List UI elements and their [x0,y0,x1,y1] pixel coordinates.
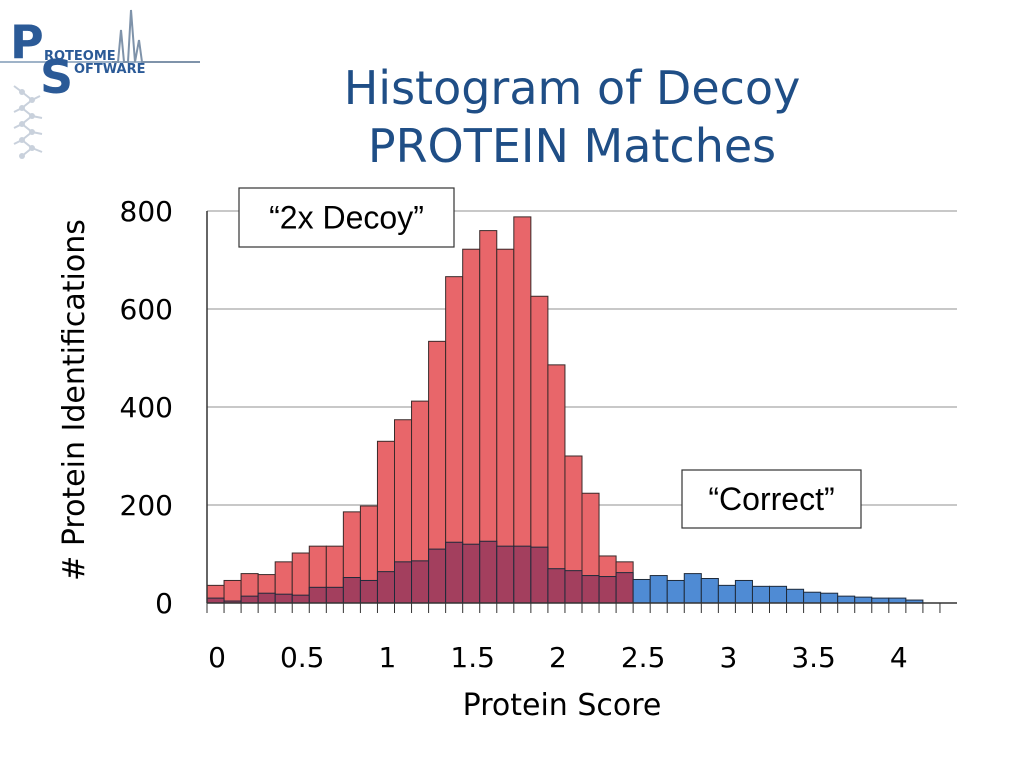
correct-bar [615,572,634,604]
svg-text:OFTWARE: OFTWARE [74,62,146,77]
x-tick-label: 1 [379,641,397,674]
correct-bar [513,545,532,604]
correct-bar [274,593,293,604]
callout-decoy-text: “2x Decoy” [269,200,424,236]
correct-bar [803,591,822,604]
slide-title-line-2: PROTEIN Matches [367,118,777,173]
correct-bar [411,560,430,604]
correct-bar [530,546,549,604]
decoy-bar [513,216,532,604]
y-tick-label: 0 [155,587,173,620]
correct-bar [547,568,566,604]
proteome-software-logo: P S ROTEOME OFTWARE [0,9,200,159]
callout-correct: “Correct” [681,469,862,529]
correct-bar [257,592,276,604]
callout-decoy: “2x Decoy” [238,187,455,248]
correct-bar [837,595,856,604]
x-tick-label: 0 [208,641,226,674]
x-tick-label: 4 [890,641,908,674]
callouts: “2x Decoy” “Correct” [238,187,862,529]
correct-bar [240,595,259,604]
correct-bar [564,570,583,604]
correct-bar [649,575,668,604]
correct-bar [820,592,839,604]
correct-bar [769,585,788,604]
x-tick-label: 3.5 [791,641,836,674]
slide-title-line-1: Histogram of Decoy [343,60,801,115]
x-tick-label: 3 [719,641,737,674]
correct-bar [666,579,685,604]
y-axis-label: # Protein Identifications [57,219,92,581]
callout-correct-box [681,469,862,529]
correct-bar [717,584,736,604]
correct-bar [359,579,378,604]
correct-bar [734,579,753,604]
y-tick-label: 600 [120,293,173,326]
correct-bar [445,541,464,604]
x-tick-labels: 0 0.5 1 1.5 2 2.5 3 3.5 4 [208,641,908,674]
correct-bar [854,596,873,604]
callout-decoy-box [238,187,455,248]
x-axis-label: Protein Score [463,688,662,723]
correct-bar [632,578,651,604]
axes [206,211,957,613]
svg-text:P: P [10,15,44,69]
correct-bar [342,577,361,604]
correct-bar [786,588,805,604]
correct-bar [751,585,770,604]
decoy-series [206,216,651,604]
x-tick-label: 1.5 [450,641,495,674]
correct-bar [479,540,498,604]
svg-text:ROTEOME: ROTEOME [44,49,116,64]
correct-bar [291,594,310,604]
x-tick-label: 0.5 [280,641,325,674]
correct-bar [700,578,719,604]
correct-bar [496,545,515,604]
correct-bar [462,543,481,604]
correct-bar [325,586,344,604]
correct-bar [308,586,327,604]
correct-bar [394,561,413,604]
y-tick-labels: 0 200 400 600 800 [120,195,173,620]
y-tick-label: 200 [120,489,173,522]
slide-title: Histogram of Decoy PROTEIN Matches [160,59,984,175]
correct-bar [428,548,447,604]
y-tick-label: 400 [120,391,173,424]
decoy-bar [547,364,566,604]
correct-bar [683,573,702,604]
correct-bar [581,575,600,604]
correct-bar [598,576,617,604]
x-tick-label: 2 [549,641,567,674]
x-tick-label: 2.5 [621,641,666,674]
y-tick-label: 800 [120,195,173,228]
decoy-bar [223,579,242,604]
svg-text:S: S [40,50,73,104]
callout-correct-text: “Correct” [708,481,834,517]
correct-bar [376,571,396,604]
